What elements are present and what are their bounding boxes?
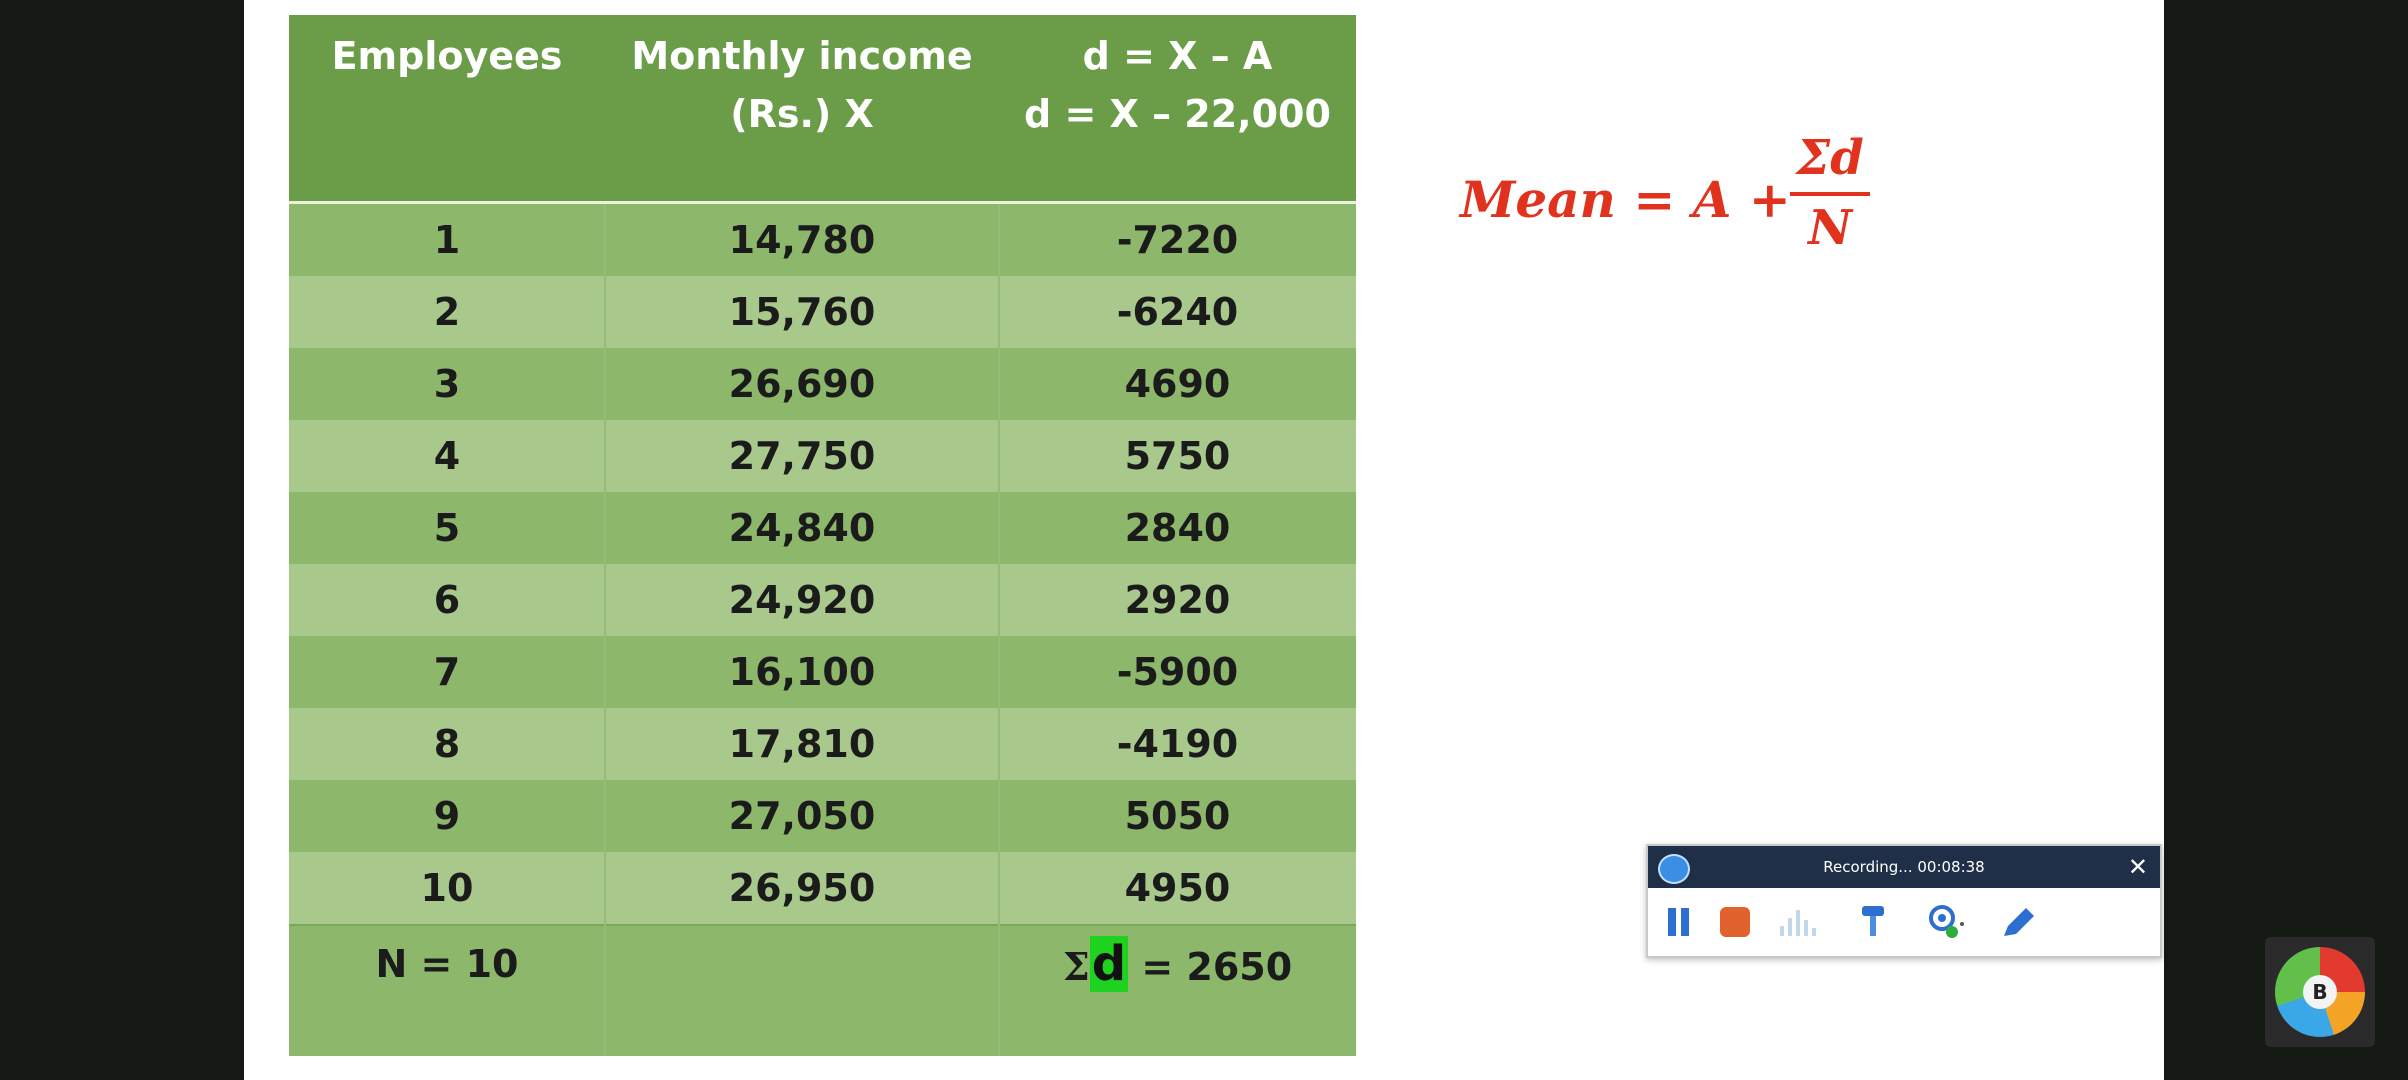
deviation-cell: 2840 — [1124, 506, 1231, 550]
n-total-cell: N = 10 — [375, 942, 519, 986]
header-income-line1: Monthly income — [631, 34, 973, 78]
deviation-cell: -6240 — [1116, 290, 1239, 334]
highlighted-d: d — [1089, 936, 1129, 992]
header-employees-line1: Employees — [331, 34, 563, 78]
deviation-cell: -5900 — [1116, 650, 1239, 694]
income-cell: 17,810 — [728, 722, 876, 766]
sum-d-cell: Σd = 2650 — [999, 926, 1356, 1002]
deviation-cell: 4690 — [1124, 362, 1231, 406]
table-row: 4 27,750 5750 — [289, 420, 1356, 492]
deviation-cell: 2920 — [1124, 578, 1231, 622]
column-divider — [604, 204, 606, 1056]
close-icon[interactable]: ✕ — [2127, 853, 2148, 881]
audio-level-icon — [1778, 904, 1822, 940]
deviation-cell: 5750 — [1124, 434, 1231, 478]
right-letterbox — [2164, 0, 2408, 1080]
table-row: 8 17,810 -4190 — [289, 708, 1356, 780]
deviation-cell: -7220 — [1116, 218, 1239, 262]
income-cell: 27,750 — [728, 434, 876, 478]
recorder-logo-icon — [1658, 854, 1690, 884]
employee-cell: 6 — [433, 578, 461, 622]
badge-letter: B — [2303, 975, 2337, 1009]
table-header: Employees Monthly income (Rs.) X d = X –… — [289, 15, 1356, 204]
deviation-cell: -4190 — [1116, 722, 1239, 766]
table-row: 5 24,840 2840 — [289, 492, 1356, 564]
table-row: 3 26,690 4690 — [289, 348, 1356, 420]
header-income-line2: (Rs.) X — [730, 92, 874, 136]
income-cell: 27,050 — [728, 794, 876, 838]
employee-cell: 7 — [433, 650, 461, 694]
pause-icon[interactable] — [1666, 904, 1692, 940]
sigma-symbol: Σ — [1062, 944, 1090, 989]
table-row: 10 26,950 4950 — [289, 852, 1356, 924]
table-row: 6 24,920 2920 — [289, 564, 1356, 636]
header-deviation: d = X – A d = X – 22,000 — [999, 27, 1356, 143]
webcam-icon[interactable] — [1926, 904, 1966, 940]
sum-d-value: = 2650 — [1141, 945, 1293, 989]
table-footer-row: N = 10 Σd = 2650 — [289, 926, 1356, 1056]
employee-cell: 3 — [433, 362, 461, 406]
screen-recorder-widget[interactable]: Recording... 00:08:38 ✕ — [1646, 844, 2162, 958]
income-cell: 14,780 — [728, 218, 876, 262]
left-letterbox — [0, 0, 244, 1080]
deviation-cell: 4950 — [1124, 866, 1231, 910]
pen-icon[interactable] — [1998, 904, 2038, 940]
income-cell: 26,690 — [728, 362, 876, 406]
income-cell: 15,760 — [728, 290, 876, 334]
slide: Employees Monthly income (Rs.) X d = X –… — [244, 0, 2164, 1080]
employee-cell: 8 — [433, 722, 461, 766]
table-row: 9 27,050 5050 — [289, 780, 1356, 852]
employee-cell: 10 — [420, 866, 474, 910]
app-badge[interactable]: B — [2265, 937, 2375, 1047]
formula-denominator: N — [1808, 200, 1852, 256]
header-monthly-income: Monthly income (Rs.) X — [605, 27, 999, 143]
recording-status: Recording... 00:08:38 — [1823, 858, 1985, 876]
header-employees: Employees — [289, 27, 605, 85]
formula-numerator: Σd — [1796, 130, 1864, 186]
income-cell: 24,840 — [728, 506, 876, 550]
income-table: Employees Monthly income (Rs.) X d = X –… — [289, 15, 1356, 1056]
employee-cell: 2 — [433, 290, 461, 334]
employee-cell: 5 — [433, 506, 461, 550]
table-row: 2 15,760 -6240 — [289, 276, 1356, 348]
table-row: 7 16,100 -5900 — [289, 636, 1356, 708]
formula-lhs: Mean = A + — [1460, 170, 1791, 229]
employee-cell: 4 — [433, 434, 461, 478]
stop-icon[interactable] — [1720, 907, 1750, 937]
deviation-cell: 5050 — [1124, 794, 1231, 838]
income-cell: 16,100 — [728, 650, 876, 694]
header-deviation-line2: d = X – 22,000 — [1024, 92, 1331, 136]
income-cell: 26,950 — [728, 866, 876, 910]
header-deviation-line1: d = X – A — [1082, 34, 1273, 78]
microphone-icon[interactable] — [1858, 904, 1888, 940]
fraction-bar — [1790, 192, 1870, 196]
column-divider — [998, 204, 1000, 1056]
table-row: 1 14,780 -7220 — [289, 204, 1356, 276]
recorder-titlebar[interactable]: Recording... 00:08:38 ✕ — [1648, 846, 2160, 888]
formula-fraction: Σd N — [1790, 130, 1870, 256]
income-cell: 24,920 — [728, 578, 876, 622]
employee-cell: 1 — [433, 218, 461, 262]
employee-cell: 9 — [433, 794, 461, 838]
